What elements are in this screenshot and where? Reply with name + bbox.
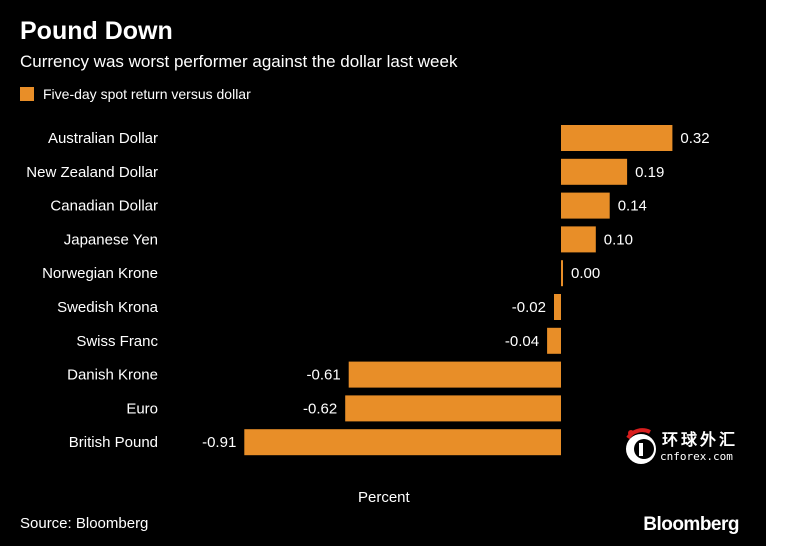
bar-norwegian-krone: [561, 260, 563, 287]
bar-new-zealand-dollar: [561, 158, 628, 185]
bar-swedish-krona: [554, 294, 561, 320]
category-label-norwegian-krone: Norwegian Krone: [42, 265, 158, 282]
bar-australian-dollar: [561, 125, 673, 151]
x-axis-label: Percent: [358, 489, 410, 506]
bar-euro: [345, 395, 561, 422]
watermark-url: cnforex.com: [660, 450, 733, 463]
category-label-new-zealand-dollar: New Zealand Dollar: [26, 164, 158, 181]
chart-title: Pound Down: [20, 17, 173, 45]
category-label-swedish-krona: Swedish Krona: [57, 299, 159, 316]
cnforex-logo-icon: [626, 428, 656, 464]
category-label-danish-krone: Danish Krone: [67, 367, 158, 384]
category-label-japanese-yen: Japanese Yen: [64, 231, 158, 248]
bar-swiss-franc: [547, 327, 561, 354]
cnforex-watermark: 环球外汇 cnforex.com: [622, 424, 742, 470]
category-label-australian-dollar: Australian Dollar: [48, 130, 158, 147]
bloomberg-logo: Bloomberg: [643, 514, 739, 535]
value-label-new-zealand-dollar: 0.19: [635, 164, 664, 181]
category-label-euro: Euro: [126, 400, 158, 417]
chart-panel: Pound Down Currency was worst performer …: [0, 0, 766, 546]
value-label-swiss-franc: -0.04: [505, 333, 539, 350]
legend-swatch: [20, 87, 34, 101]
value-label-norwegian-krone: 0.00: [571, 265, 600, 282]
value-label-australian-dollar: 0.32: [680, 130, 709, 147]
category-label-canadian-dollar: Canadian Dollar: [50, 198, 158, 215]
legend: Five-day spot return versus dollar: [20, 86, 251, 102]
value-label-danish-krone: -0.61: [306, 367, 340, 384]
value-label-swedish-krona: -0.02: [512, 299, 546, 316]
legend-label: Five-day spot return versus dollar: [43, 86, 251, 102]
bar-canadian-dollar: [561, 192, 610, 219]
category-label-swiss-franc: Swiss Franc: [76, 333, 158, 350]
watermark-chinese-text: 环球外汇: [662, 430, 739, 449]
bar-japanese-yen: [561, 226, 596, 253]
chart-subtitle: Currency was worst performer against the…: [20, 52, 458, 71]
bar-danish-krone: [348, 361, 561, 388]
value-label-japanese-yen: 0.10: [604, 231, 633, 248]
value-label-canadian-dollar: 0.14: [618, 198, 647, 215]
bar-british-pound: [244, 429, 562, 456]
source-note: Source: Bloomberg: [20, 515, 149, 532]
value-label-british-pound: -0.91: [202, 434, 236, 451]
value-label-euro: -0.62: [303, 400, 337, 417]
bar-chart: Australian Dollar 0.32 New Zealand Dollar 0…: [26, 125, 710, 456]
category-label-british-pound: British Pound: [69, 434, 158, 451]
